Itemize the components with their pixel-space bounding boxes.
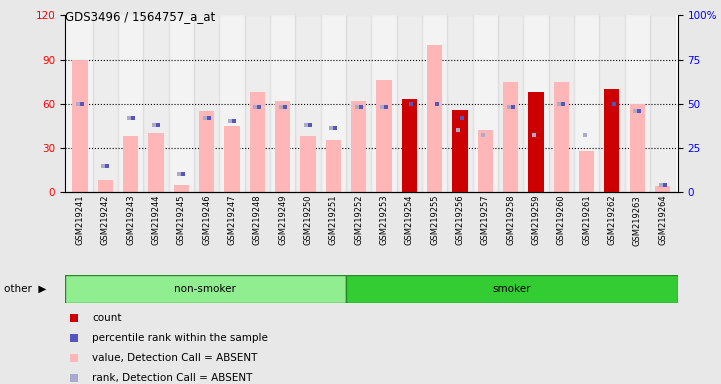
Bar [98, 180, 113, 192]
Bar [65, 275, 346, 303]
Bar [249, 92, 265, 192]
Bar [549, 15, 574, 192]
Text: rank, Detection Call = ABSENT: rank, Detection Call = ABSENT [92, 373, 253, 383]
Bar [68, 15, 93, 192]
Bar [472, 15, 498, 192]
Text: value, Detection Call = ABSENT: value, Detection Call = ABSENT [92, 353, 258, 363]
Bar [452, 109, 467, 192]
Bar [93, 15, 118, 192]
Bar [655, 186, 670, 192]
Bar [629, 104, 645, 192]
Bar [346, 275, 678, 303]
Text: percentile rank within the sample: percentile rank within the sample [92, 333, 268, 343]
Bar [554, 82, 569, 192]
Bar [346, 15, 371, 192]
Bar [194, 15, 219, 192]
Bar [427, 45, 442, 192]
Bar [149, 133, 164, 192]
Bar [224, 126, 239, 192]
Bar [244, 15, 270, 192]
Bar [376, 80, 392, 192]
Bar [73, 60, 88, 192]
Bar [447, 15, 472, 192]
Bar [351, 101, 366, 192]
Bar [174, 185, 189, 192]
Text: non-smoker: non-smoker [174, 284, 236, 294]
Bar [478, 130, 493, 192]
Bar [574, 15, 599, 192]
Bar [275, 101, 291, 192]
Bar [498, 15, 523, 192]
Text: count: count [92, 313, 122, 323]
Bar [523, 15, 549, 192]
Bar [123, 136, 138, 192]
Bar [143, 15, 169, 192]
Text: other  ▶: other ▶ [4, 284, 46, 294]
Bar [118, 15, 143, 192]
Bar [321, 15, 346, 192]
Bar [371, 15, 397, 192]
Bar [301, 136, 316, 192]
Text: smoker: smoker [492, 284, 531, 294]
Bar [199, 111, 214, 192]
Bar [624, 15, 650, 192]
Bar [219, 15, 244, 192]
Bar [397, 15, 422, 192]
Bar [169, 15, 194, 192]
Bar [579, 151, 594, 192]
Bar [422, 15, 447, 192]
Bar [270, 15, 296, 192]
Text: GDS3496 / 1564757_a_at: GDS3496 / 1564757_a_at [65, 10, 215, 23]
Bar [599, 15, 624, 192]
Bar [528, 92, 544, 192]
Bar [402, 99, 417, 192]
Bar [604, 89, 619, 192]
Bar [503, 82, 518, 192]
Bar [296, 15, 321, 192]
Bar [650, 15, 675, 192]
Bar [326, 141, 341, 192]
